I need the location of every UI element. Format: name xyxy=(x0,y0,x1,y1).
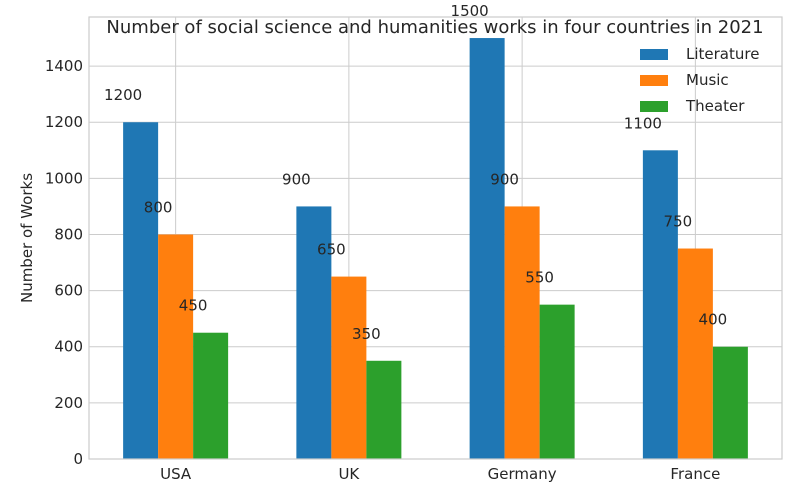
legend-swatch xyxy=(640,101,668,112)
data-label: 550 xyxy=(525,269,554,287)
data-label: 650 xyxy=(317,241,346,259)
legend: Literature Music Theater xyxy=(640,45,759,115)
data-label: 900 xyxy=(490,170,519,188)
x-tick-label: France xyxy=(670,465,720,483)
y-tick-label: 200 xyxy=(54,394,83,412)
bar-music xyxy=(331,276,367,459)
legend-label: Music xyxy=(686,71,729,89)
data-labels: 1200 900 1500 1100 800 650 900 750 450 350 550 400 xyxy=(104,2,727,343)
legend-swatch xyxy=(640,75,668,86)
x-tick-label: Germany xyxy=(488,465,557,483)
bars xyxy=(123,38,748,460)
data-label: 900 xyxy=(282,170,311,188)
y-tick-label: 600 xyxy=(54,282,83,300)
data-label: 450 xyxy=(179,297,208,315)
y-tick-label: 800 xyxy=(54,225,83,243)
bar-theater xyxy=(193,332,229,459)
plot-frame xyxy=(88,16,783,460)
bar-music xyxy=(504,206,540,459)
legend-label: Literature xyxy=(686,45,759,63)
bar-music xyxy=(158,234,194,459)
y-tick-label: 400 xyxy=(54,338,83,356)
y-axis-ticks: 0 200 400 600 800 1000 1200 1400 xyxy=(45,57,83,468)
data-label: 750 xyxy=(664,213,693,231)
bar-literature xyxy=(642,150,678,460)
data-label: 350 xyxy=(352,325,381,343)
bar-music xyxy=(677,248,713,459)
bar-literature xyxy=(296,206,332,459)
y-axis-label: Number of Works xyxy=(18,173,36,303)
chart-title: Number of social science and humanities … xyxy=(106,17,763,38)
bar-theater xyxy=(539,304,575,459)
legend-label: Theater xyxy=(685,97,745,115)
bar-theater xyxy=(366,360,402,459)
x-axis-ticks: USA UK Germany France xyxy=(160,465,720,483)
y-tick-label: 0 xyxy=(73,450,83,468)
bar-literature xyxy=(123,122,159,459)
y-tick-label: 1400 xyxy=(45,57,83,75)
y-tick-label: 1000 xyxy=(45,169,83,187)
x-tick-label: UK xyxy=(338,465,360,483)
data-label: 1200 xyxy=(104,86,142,104)
data-label: 1500 xyxy=(451,2,489,20)
bar-theater xyxy=(712,346,748,459)
data-label: 1100 xyxy=(624,114,662,132)
x-tick-label: USA xyxy=(160,465,192,483)
legend-swatch xyxy=(640,49,668,60)
data-label: 400 xyxy=(699,311,728,329)
bar-literature xyxy=(469,38,505,460)
data-label: 800 xyxy=(144,198,173,216)
y-tick-label: 1200 xyxy=(45,113,83,131)
